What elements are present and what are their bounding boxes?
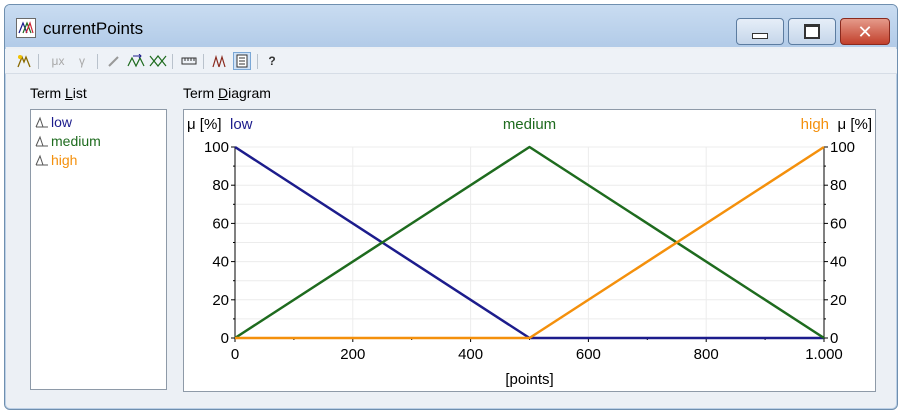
term-peak-label-low: low bbox=[230, 116, 253, 133]
shift-icon[interactable] bbox=[127, 52, 145, 70]
window-title: currentPoints bbox=[43, 19, 144, 38]
y-tick-label-right: 80 bbox=[830, 177, 847, 194]
mu-x-icon[interactable]: μx bbox=[51, 54, 65, 68]
term-icon bbox=[35, 116, 48, 127]
x-tick-label: 600 bbox=[576, 346, 601, 363]
close-icon: ✕ bbox=[857, 21, 873, 42]
x-tick-label: 800 bbox=[694, 346, 719, 363]
term-list-items: low medium high bbox=[31, 110, 166, 169]
maximize-icon bbox=[804, 24, 820, 39]
x-tick-label: 400 bbox=[458, 346, 483, 363]
minimize-icon bbox=[752, 32, 768, 39]
pencil-icon[interactable] bbox=[105, 52, 123, 70]
term-list-item[interactable]: low bbox=[31, 112, 166, 131]
list-view-icon[interactable] bbox=[233, 52, 251, 70]
y-unit-right: μ [%] bbox=[838, 116, 872, 133]
x-axis-label: [points] bbox=[505, 371, 553, 388]
series-line-high bbox=[235, 145, 825, 340]
y-tick-label-left: 80 bbox=[212, 177, 229, 194]
term-list[interactable]: low medium high bbox=[30, 109, 167, 390]
toolbar-separator bbox=[257, 54, 258, 69]
y-tick-label-right: 0 bbox=[830, 330, 838, 347]
y-tick-label-left: 20 bbox=[212, 292, 229, 309]
term-name: medium bbox=[51, 132, 101, 149]
app-window: currentPoints ✕ μx γ bbox=[4, 4, 898, 410]
title-bar[interactable]: currentPoints ✕ bbox=[5, 5, 897, 47]
x-tick-label: 200 bbox=[340, 346, 365, 363]
gamma-icon[interactable]: γ bbox=[79, 54, 85, 68]
help-icon[interactable]: ? bbox=[268, 54, 276, 68]
toolbar-separator bbox=[97, 54, 98, 69]
term-icon bbox=[35, 154, 48, 165]
y-tick-label-right: 60 bbox=[830, 215, 847, 232]
close-button[interactable]: ✕ bbox=[840, 18, 890, 45]
term-diagram[interactable]: 0 0 20 20 40 40 60 60 80 80 100 100 0 200 400 600 800 1.0… bbox=[183, 109, 876, 392]
y-tick-label-right: 20 bbox=[830, 292, 847, 309]
term-list-label-text: Term List bbox=[30, 85, 87, 101]
y-tick-label-left: 40 bbox=[212, 254, 229, 271]
term-icon bbox=[35, 135, 48, 146]
minimize-button[interactable] bbox=[736, 18, 784, 45]
auto-terms-icon[interactable] bbox=[210, 52, 228, 70]
term-list-label: Term List bbox=[30, 85, 87, 101]
y-tick-label-left: 0 bbox=[221, 330, 229, 347]
toolbar-separator bbox=[172, 54, 173, 69]
term-peak-label-medium: medium bbox=[503, 116, 556, 133]
y-unit-left: μ [%] bbox=[187, 116, 221, 133]
series-line-medium bbox=[234, 145, 825, 340]
term-name: high bbox=[51, 151, 78, 168]
term-list-item[interactable]: medium bbox=[31, 131, 166, 150]
y-tick-label-left: 60 bbox=[212, 215, 229, 232]
toolbar: μx γ ? bbox=[5, 49, 897, 74]
crossover-icon[interactable] bbox=[149, 52, 167, 70]
toolbar-separator bbox=[203, 54, 204, 69]
term-name: low bbox=[51, 113, 73, 130]
app-icon bbox=[16, 18, 36, 38]
toolbar-separator bbox=[38, 54, 39, 69]
term-peak-label-high: high bbox=[801, 116, 829, 133]
x-tick-label: 0 bbox=[231, 346, 239, 363]
term-diagram-label-text: Term Diagram bbox=[183, 85, 271, 101]
term-list-item[interactable]: high bbox=[31, 150, 166, 169]
new-term-icon[interactable] bbox=[15, 52, 33, 70]
y-tick-label-right: 100 bbox=[830, 139, 855, 156]
y-tick-label-left: 100 bbox=[204, 139, 229, 156]
x-tick-label: 1.000 bbox=[805, 346, 843, 363]
y-tick-label-right: 40 bbox=[830, 254, 847, 271]
maximize-button[interactable] bbox=[788, 18, 836, 45]
term-diagram-label: Term Diagram bbox=[183, 85, 271, 101]
ruler-icon[interactable] bbox=[180, 52, 198, 70]
